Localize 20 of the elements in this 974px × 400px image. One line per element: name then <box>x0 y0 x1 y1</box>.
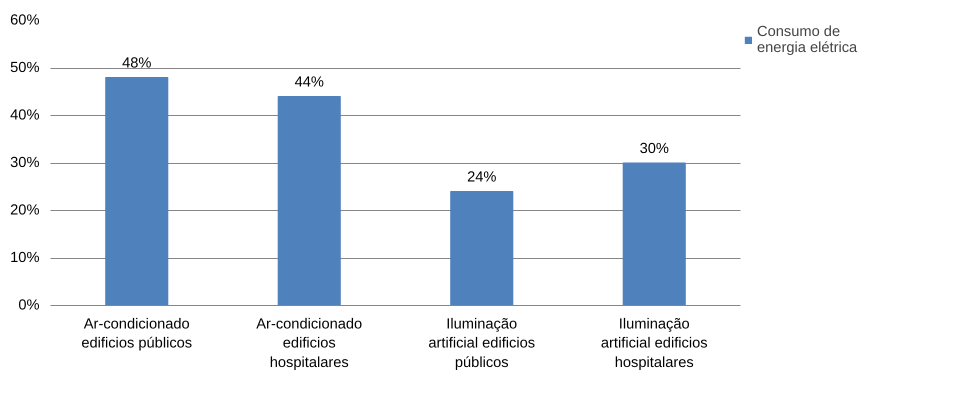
y-tick-label: 60% <box>10 12 40 28</box>
y-tick-label: 20% <box>10 202 40 218</box>
y-tick-label: 0% <box>18 298 40 314</box>
x-tick-label: Ar-condicionado edificios públicos <box>81 316 192 352</box>
x-tick-label: Iluminação artificial edificios públicos <box>428 316 536 371</box>
y-tick-label: 50% <box>10 60 40 76</box>
legend-label: Consumo de energia elétrica <box>757 24 858 56</box>
text: 44% <box>294 74 324 90</box>
x-tick-label: Ar-condicionado edificios hospitalares <box>256 316 362 371</box>
bar <box>622 162 686 306</box>
x-tick-label: Iluminação artificial edificios hospitalares <box>600 316 708 371</box>
y-tick-label: 10% <box>10 250 40 266</box>
text: 30% <box>640 141 669 157</box>
bar <box>278 96 341 306</box>
text: 48% <box>122 56 152 72</box>
bar <box>105 77 168 306</box>
text: 24% <box>467 170 496 186</box>
y-tick-label: 30% <box>10 155 40 171</box>
y-tick-label: 40% <box>10 108 40 124</box>
bar <box>450 191 514 306</box>
